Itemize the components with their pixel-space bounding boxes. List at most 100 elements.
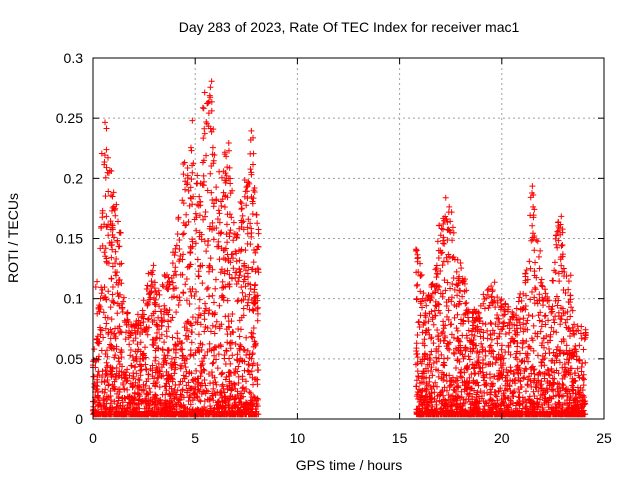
data-point <box>159 347 166 354</box>
data-point <box>514 362 521 369</box>
data-point <box>198 368 205 375</box>
data-point <box>563 342 570 349</box>
data-point <box>245 368 252 375</box>
data-point <box>573 356 580 363</box>
data-point <box>127 352 134 359</box>
data-point <box>434 383 441 390</box>
data-point <box>97 402 104 409</box>
data-point <box>107 387 114 394</box>
data-point <box>216 302 223 309</box>
data-point <box>445 307 452 314</box>
data-point <box>222 170 229 177</box>
data-point <box>564 316 571 323</box>
data-point <box>189 238 196 245</box>
data-point <box>580 346 587 353</box>
data-point <box>462 344 469 351</box>
data-point <box>495 323 502 330</box>
data-point <box>99 286 106 293</box>
data-point <box>443 299 450 306</box>
data-point <box>180 372 187 379</box>
data-point <box>99 368 106 375</box>
data-point <box>433 354 440 361</box>
data-point <box>116 361 123 368</box>
data-point <box>536 317 543 324</box>
data-point <box>110 385 117 392</box>
data-point <box>436 392 443 399</box>
data-point <box>129 394 136 401</box>
data-point <box>243 334 250 341</box>
data-point <box>250 161 257 168</box>
data-point <box>558 262 565 269</box>
data-point <box>441 277 448 284</box>
data-point <box>236 317 243 324</box>
data-point <box>235 297 242 304</box>
data-point <box>446 346 453 353</box>
data-point <box>166 390 173 397</box>
y-axis-label: ROTI / TECUs <box>5 193 21 283</box>
data-point <box>219 403 226 410</box>
data-point <box>126 372 133 379</box>
data-point <box>214 365 221 372</box>
data-point <box>255 269 262 276</box>
data-point <box>433 398 440 405</box>
data-point <box>517 325 524 332</box>
data-point <box>169 260 176 267</box>
data-point <box>496 319 503 326</box>
data-point <box>221 352 228 358</box>
data-point <box>444 219 451 226</box>
data-point <box>174 294 181 301</box>
data-point <box>236 272 243 279</box>
data-point <box>200 411 207 418</box>
data-point <box>153 321 160 328</box>
data-point <box>480 335 487 342</box>
data-point <box>215 343 222 350</box>
data-point <box>550 277 557 284</box>
data-point <box>565 359 572 366</box>
data-point <box>495 315 502 322</box>
data-point <box>433 274 440 281</box>
data-point <box>202 300 209 307</box>
data-point <box>500 369 507 376</box>
data-point <box>453 374 460 381</box>
data-point <box>481 305 488 312</box>
data-point <box>223 347 230 354</box>
data-point <box>140 311 147 318</box>
data-point <box>109 284 116 291</box>
data-point <box>531 294 538 301</box>
data-point <box>522 388 529 395</box>
data-point <box>559 305 566 312</box>
data-point <box>209 266 216 273</box>
data-point <box>223 411 230 418</box>
data-point <box>527 265 534 272</box>
data-point <box>146 385 153 392</box>
data-point <box>438 351 445 358</box>
data-point <box>473 342 480 349</box>
data-point <box>132 379 139 386</box>
data-point <box>241 263 248 270</box>
data-point <box>123 310 130 317</box>
data-point <box>248 127 255 134</box>
data-point <box>576 342 583 349</box>
data-point <box>188 245 195 252</box>
data-point <box>161 272 168 279</box>
data-point <box>209 292 216 299</box>
data-point <box>246 306 253 313</box>
data-point <box>130 409 137 416</box>
data-point <box>241 401 248 408</box>
data-point <box>134 348 141 355</box>
data-point <box>492 359 499 366</box>
data-point <box>99 210 106 217</box>
data-point <box>116 261 123 268</box>
data-point <box>248 266 255 273</box>
data-point <box>564 308 571 315</box>
data-point <box>157 308 164 315</box>
data-point <box>539 404 546 411</box>
data-point <box>449 224 456 231</box>
data-point <box>110 203 117 210</box>
data-point <box>229 310 236 317</box>
data-point <box>250 259 257 266</box>
data-point <box>187 243 194 250</box>
data-point <box>560 349 567 356</box>
data-point <box>156 303 163 310</box>
data-point <box>453 268 460 275</box>
